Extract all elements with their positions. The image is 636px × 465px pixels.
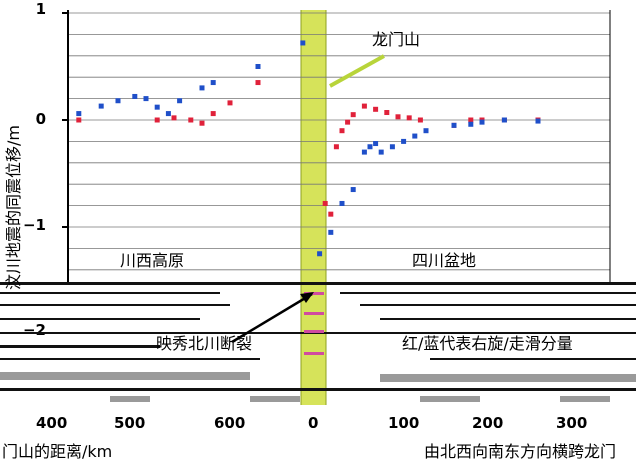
blue-data-point — [328, 229, 334, 235]
mountain-label: 龙门山 — [372, 30, 420, 49]
blue-data-point — [339, 200, 345, 206]
lower-panel-clutter — [0, 282, 636, 402]
blue-data-point — [317, 251, 323, 257]
y-tick-label: −1 — [23, 216, 46, 234]
blue-data-point — [535, 118, 541, 124]
fault-arrow — [231, 292, 313, 344]
red-data-point — [199, 120, 205, 126]
red-data-point — [406, 115, 412, 121]
blue-data-point — [389, 144, 395, 150]
longmenshan-band — [301, 10, 326, 405]
x-tick-labels: 400 500 600 0 100 200 300 — [36, 414, 587, 432]
mountain-callout-line — [329, 54, 385, 88]
blue-data-point — [479, 119, 485, 125]
x-axis-title-right: 由北西向南东方向横跨龙门 — [424, 442, 616, 461]
red-data-point — [322, 200, 328, 206]
region-label-right: 四川盆地 — [412, 251, 476, 270]
red-data-point — [468, 117, 474, 123]
red-data-point — [227, 100, 233, 106]
red-data-point — [328, 211, 334, 217]
red-data-point — [210, 111, 216, 117]
blue-data-point — [401, 138, 407, 144]
blue-data-point — [350, 187, 356, 193]
red-data-point — [255, 80, 261, 86]
blue-data-point — [451, 122, 457, 128]
blue-data-point — [423, 128, 429, 134]
red-data-point — [171, 115, 177, 121]
blue-data-point — [76, 111, 82, 117]
fault-label: 映秀北川断裂 — [156, 334, 252, 353]
red-data-point — [384, 110, 390, 116]
blue-data-point — [98, 103, 104, 109]
blue-data-point — [132, 93, 138, 99]
x-axis-title-left: 门山的距离/km — [2, 442, 112, 461]
x-tick-label: 500 — [114, 414, 145, 432]
red-data-point — [333, 144, 339, 150]
gridlines — [68, 12, 610, 271]
blue-data-point — [255, 64, 261, 69]
fault-arrow-head — [300, 292, 314, 303]
axes — [62, 10, 611, 282]
data-points — [76, 40, 541, 257]
red-data-point — [395, 114, 401, 120]
blue-data-point — [177, 98, 183, 104]
region-label-left: 川西高原 — [120, 251, 184, 270]
blue-data-point — [373, 141, 379, 147]
red-data-point — [339, 128, 345, 134]
red-data-point — [188, 117, 194, 123]
blue-data-point — [468, 121, 474, 127]
red-data-point — [350, 112, 356, 118]
x-tick-label: 300 — [556, 414, 587, 432]
blue-data-point — [367, 144, 373, 150]
x-tick-label: 600 — [214, 414, 245, 432]
y-tick-labels: 1 0 −1 −2 — [23, 0, 46, 339]
red-data-point — [154, 117, 160, 123]
blue-data-point — [210, 80, 216, 86]
red-data-point — [345, 119, 351, 125]
blue-data-point — [115, 98, 121, 104]
blue-data-point — [143, 96, 149, 102]
y-axis-title: 汶川地震的同震位移/m — [4, 125, 23, 290]
x-tick-label: 400 — [36, 414, 67, 432]
y-tick-label: 1 — [36, 0, 46, 18]
red-data-point — [361, 103, 367, 109]
blue-data-point — [378, 149, 384, 155]
blue-data-point — [199, 85, 205, 91]
x-tick-label: 100 — [388, 414, 419, 432]
blue-data-point — [361, 149, 367, 155]
blue-data-point — [154, 104, 160, 110]
blue-data-point — [300, 40, 306, 46]
y-tick-label: 0 — [36, 110, 46, 128]
blue-data-point — [501, 117, 507, 123]
blue-data-point — [412, 133, 418, 139]
red-data-point — [417, 117, 423, 123]
y-tick-label: −2 — [23, 321, 46, 339]
legend-note: 红/蓝代表右旋/走滑分量 — [402, 334, 573, 353]
blue-data-point — [165, 111, 171, 117]
red-data-point — [76, 117, 82, 123]
x-tick-label: 200 — [472, 414, 503, 432]
x-tick-label: 0 — [308, 414, 318, 432]
red-data-point — [373, 106, 379, 112]
